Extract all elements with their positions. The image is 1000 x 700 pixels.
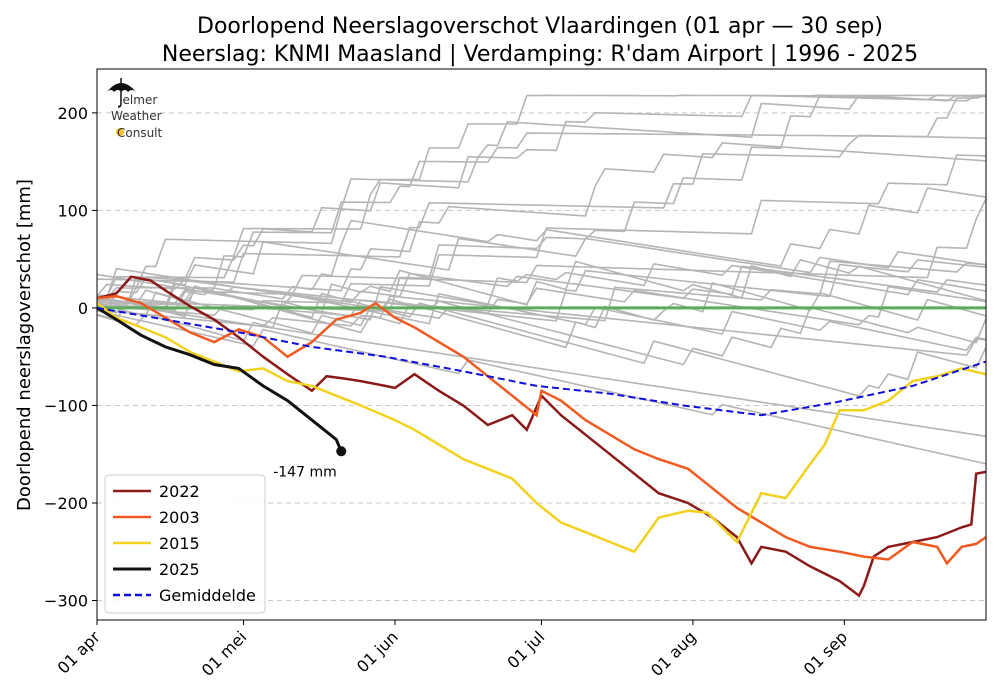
background-year-line bbox=[96, 134, 987, 284]
y-axis-label: Doorlopend neerslagoverschot [mm] bbox=[14, 179, 35, 511]
background-year-line bbox=[96, 94, 987, 297]
logo-line-2: Weather bbox=[111, 109, 162, 123]
y-axis: 200 100 0 −100 −200 −300 bbox=[44, 104, 97, 610]
endpoint-label: -147 mm bbox=[273, 464, 337, 480]
series-line-2015 bbox=[96, 302, 987, 554]
y-tick-label: −300 bbox=[44, 591, 88, 610]
x-axis: 01 apr 01 mei 01 jun 01 jul 01 aug 01 sep bbox=[54, 620, 851, 680]
annotations: -147 mm bbox=[273, 446, 347, 480]
y-tick-label: −200 bbox=[44, 494, 88, 513]
legend-label: 2025 bbox=[159, 560, 200, 579]
legend-label: Gemiddelde bbox=[159, 586, 256, 605]
x-tick-label: 01 aug bbox=[647, 627, 700, 680]
chart-subtitle: Neerslag: KNMI Maasland | Verdamping: R'… bbox=[162, 42, 918, 67]
background-year-line bbox=[96, 291, 987, 366]
legend-label: 2015 bbox=[159, 534, 200, 553]
background-year-line bbox=[96, 142, 987, 313]
logo-line-3: Consult bbox=[117, 126, 163, 140]
background-year-line bbox=[96, 259, 987, 322]
legend-label: 2022 bbox=[159, 482, 200, 501]
legend-label: 2003 bbox=[159, 508, 200, 527]
x-tick-label: 01 sep bbox=[800, 627, 851, 678]
logo-line-1: Jelmer bbox=[118, 93, 157, 107]
sun-icon bbox=[116, 128, 124, 136]
background-years bbox=[96, 94, 987, 465]
legend-box bbox=[104, 474, 266, 614]
legend: 2022 2003 2015 2025 Gemiddelde bbox=[104, 474, 266, 614]
background-year-line bbox=[96, 237, 987, 309]
series-line-2025 bbox=[96, 306, 343, 452]
y-tick-label: 0 bbox=[78, 299, 88, 318]
background-year-line bbox=[96, 94, 987, 298]
x-tick-label: 01 jun bbox=[353, 627, 402, 676]
x-tick-label: 01 apr bbox=[54, 627, 104, 677]
y-tick-label: 100 bbox=[57, 201, 88, 220]
umbrella-icon bbox=[107, 78, 136, 108]
chart-title: Doorlopend Neerslagoverschot Vlaardingen… bbox=[197, 14, 883, 39]
endpoint-marker bbox=[336, 446, 347, 457]
logo: Jelmer Weather Consult bbox=[107, 78, 163, 140]
background-year-line bbox=[96, 94, 987, 301]
y-tick-label: 200 bbox=[57, 104, 88, 123]
background-year-line bbox=[96, 282, 987, 349]
background-year-line bbox=[96, 187, 987, 312]
series-lines bbox=[96, 275, 987, 598]
x-tick-label: 01 mei bbox=[198, 627, 251, 680]
background-year-line bbox=[96, 310, 987, 465]
series-line-gemiddelde bbox=[96, 306, 987, 417]
x-tick-label: 01 jul bbox=[503, 627, 548, 672]
series-line-2022 bbox=[96, 275, 987, 598]
y-tick-label: −100 bbox=[44, 396, 88, 415]
